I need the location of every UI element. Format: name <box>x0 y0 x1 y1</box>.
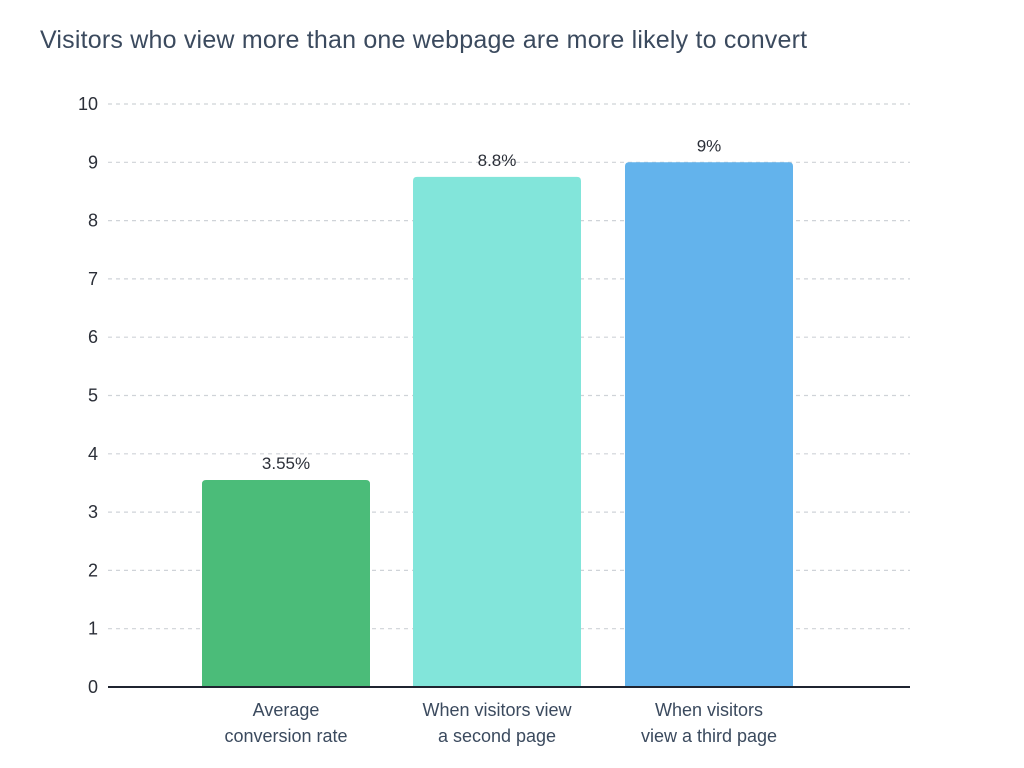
chart-title: Visitors who view more than one webpage … <box>40 26 808 54</box>
y-tick-label: 2 <box>88 560 98 580</box>
y-tick-label: 3 <box>88 502 98 522</box>
x-tick-label: a second page <box>438 726 556 746</box>
x-tick-label: conversion rate <box>224 726 347 746</box>
y-tick-label: 5 <box>88 386 98 406</box>
x-tick-label: Average <box>253 700 320 720</box>
data-label: 8.8% <box>478 151 517 170</box>
y-tick-label: 6 <box>88 327 98 347</box>
x-tick-label: When visitors view <box>422 700 572 720</box>
data-label: 9% <box>697 136 722 155</box>
bar <box>625 162 793 688</box>
bar <box>202 480 370 687</box>
x-tick-label: When visitors <box>655 700 763 720</box>
y-tick-label: 9 <box>88 152 98 172</box>
bar <box>413 176 581 687</box>
y-tick-label: 1 <box>88 619 98 639</box>
y-tick-label: 10 <box>78 94 98 114</box>
data-label: 3.55% <box>262 454 310 473</box>
y-tick-label: 8 <box>88 211 98 231</box>
x-tick-label: view a third page <box>641 726 777 746</box>
y-tick-label: 4 <box>88 444 98 464</box>
y-tick-label: 7 <box>88 269 98 289</box>
y-tick-label: 0 <box>88 677 98 697</box>
